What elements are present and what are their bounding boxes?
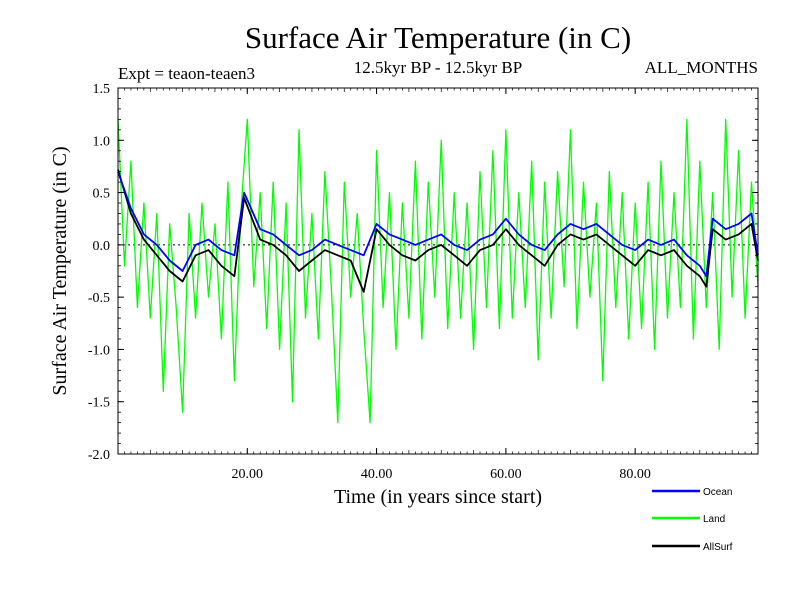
y-tick-label: -0.5 (88, 291, 110, 306)
x-tick-label: 40.00 (361, 467, 393, 482)
x-tick-label: 80.00 (619, 467, 651, 482)
series-layer (117, 118, 759, 424)
series-line-land (117, 118, 759, 424)
plot-frame (117, 87, 759, 455)
y-axis-label: Surface Air Temperature (in C) (49, 146, 71, 395)
series-line-ocean (117, 171, 759, 278)
y-tick-label: 1.0 (93, 134, 111, 149)
x-tick-label: 60.00 (490, 467, 522, 482)
legend-label-ocean: Ocean (703, 487, 732, 498)
chart-subtitle: 12.5kyr BP - 12.5kyr BP (354, 58, 522, 77)
months-label: ALL_MONTHS (645, 58, 758, 77)
y-tick-label: 0.5 (93, 187, 111, 202)
expt-label: Expt = teaon-teaen3 (118, 64, 255, 83)
y-tick-label: 0.0 (93, 239, 111, 254)
x-axis-label: Time (in years since start) (334, 486, 542, 508)
legend: Ocean Land AllSurf (652, 487, 733, 553)
y-tick-label: -1.0 (88, 343, 110, 358)
x-tick-label: 20.00 (232, 467, 264, 482)
series-line-allsurf (117, 169, 759, 293)
tick-layer: 1.5 1.0 0.5 0.0 -0.5 -1.0 -1.5 -2.0 20.00 40.00 60… (88, 82, 759, 482)
y-tick-label: 1.5 (93, 82, 111, 97)
legend-label-allsurf: AllSurf (703, 542, 733, 553)
legend-label-land: Land (703, 514, 725, 525)
y-tick-label: -1.5 (88, 396, 110, 411)
y-tick-label: -2.0 (88, 448, 110, 463)
chart-title: Surface Air Temperature (in C) (245, 20, 631, 55)
